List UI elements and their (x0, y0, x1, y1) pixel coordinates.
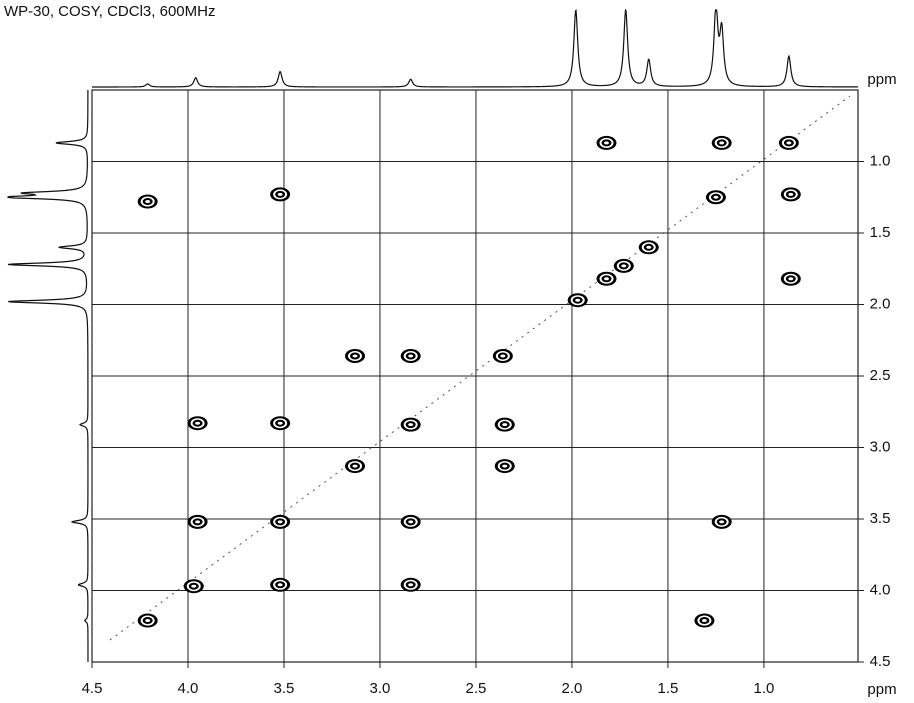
contour (408, 583, 414, 587)
chart-title: WP-30, COSY, CDCl3, 600MHz (4, 3, 215, 20)
contour (352, 354, 358, 358)
y-tick-label: 2.0 (870, 295, 891, 312)
cross-peak (494, 417, 515, 432)
top-projection (91, 8, 859, 88)
contour (195, 520, 201, 524)
x-tick-label: 2.5 (466, 680, 487, 697)
contour (195, 421, 201, 425)
cross-peak (270, 416, 291, 431)
contour (408, 520, 414, 524)
x-tick-label: 1.0 (754, 680, 775, 697)
cross-peak (187, 514, 208, 529)
contour (277, 192, 283, 196)
y-tick-label: 4.5 (870, 653, 891, 670)
y-tick-label: 1.5 (870, 224, 891, 241)
cross-peak (596, 135, 617, 150)
contour (788, 277, 794, 281)
cross-peak (270, 577, 291, 592)
x-tick-label: 3.5 (274, 680, 295, 697)
contour (500, 354, 506, 358)
x-tick-label: 2.0 (562, 680, 583, 697)
left-projection (7, 89, 89, 663)
cross-peak (400, 417, 421, 432)
diagonal (109, 95, 851, 641)
contour (502, 423, 508, 427)
x-tick-label: 4.0 (178, 680, 199, 697)
contour (277, 520, 283, 524)
contour (621, 264, 627, 268)
cross-peak (137, 613, 158, 628)
cross-peak (638, 240, 659, 255)
y-tick-label: 3.0 (870, 438, 891, 455)
y-tick-label: 1.0 (870, 152, 891, 169)
contour (786, 141, 792, 145)
contour (604, 277, 610, 281)
contour (719, 520, 725, 524)
cross-peak (492, 348, 513, 363)
cross-peak (345, 348, 366, 363)
contour (277, 583, 283, 587)
contour (352, 464, 358, 468)
cross-peak (613, 258, 634, 273)
cross-peak (694, 613, 715, 628)
contour (502, 464, 508, 468)
cross-peak (400, 348, 421, 363)
cross-peak (494, 459, 515, 474)
contour (701, 619, 707, 623)
x-tick-label: 3.0 (370, 680, 391, 697)
y-tick-label: 2.5 (870, 367, 891, 384)
contour (145, 200, 151, 204)
cross-peak (270, 514, 291, 529)
cross-peak (567, 293, 588, 308)
x-tick-label: 1.5 (658, 680, 679, 697)
cross-peak (400, 514, 421, 529)
cross-peak (183, 579, 204, 594)
x-axis-label: ppm (867, 681, 896, 698)
x-tick-label: 4.5 (82, 680, 103, 697)
y-tick-label: 3.5 (870, 510, 891, 527)
y-tick-label: 4.0 (870, 581, 891, 598)
y-axis-label: ppm (867, 71, 896, 88)
contour (408, 354, 414, 358)
contour (646, 245, 652, 249)
cross-peak (596, 271, 617, 286)
cross-peak (137, 194, 158, 209)
cross-peak (400, 577, 421, 592)
cross-peak (711, 135, 732, 150)
cross-peak (778, 135, 799, 150)
contour (788, 192, 794, 196)
contour (191, 584, 197, 588)
cross-peak (270, 187, 291, 202)
contour (408, 423, 414, 427)
contour (575, 298, 581, 302)
cross-peak (780, 271, 801, 286)
contour (604, 141, 610, 145)
contour (713, 195, 719, 199)
contour (719, 141, 725, 145)
cross-peak (780, 187, 801, 202)
cross-peak (705, 190, 726, 205)
cross-peak (345, 459, 366, 474)
cross-peak (711, 514, 732, 529)
contour (145, 619, 151, 623)
cross-peak (187, 416, 208, 431)
contour (277, 421, 283, 425)
